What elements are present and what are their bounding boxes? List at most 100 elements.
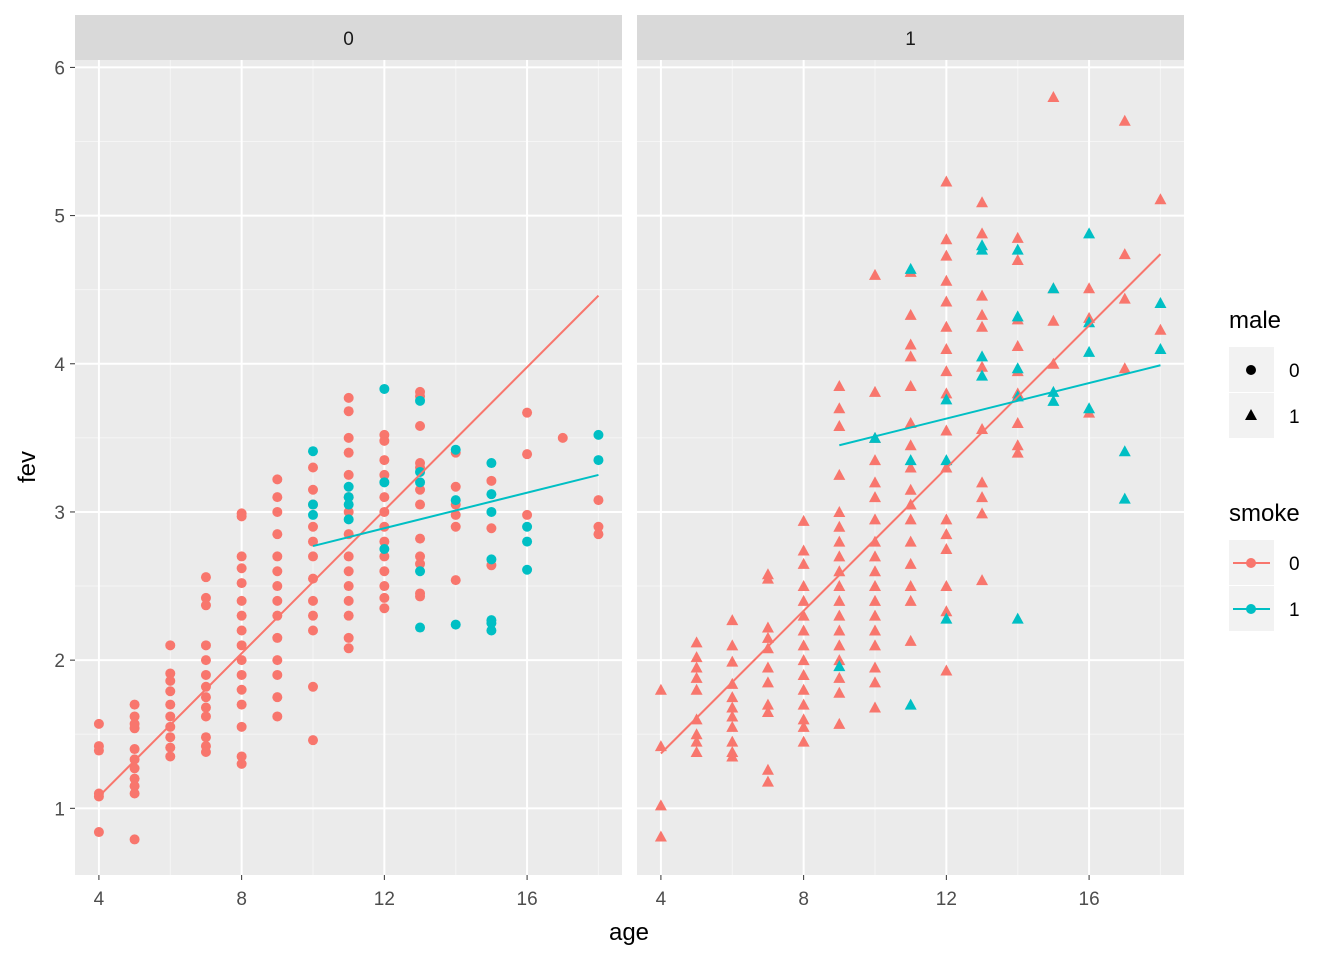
data-point (379, 536, 390, 547)
data-point (940, 454, 953, 466)
data-point (415, 484, 426, 495)
data-point (904, 698, 917, 710)
data-point (1154, 323, 1167, 335)
data-point (904, 454, 917, 466)
data-point (272, 566, 283, 577)
y-tick-label: 6 (54, 58, 65, 79)
data-point (726, 701, 739, 713)
data-point (343, 506, 354, 517)
data-point (976, 369, 989, 381)
data-point (833, 717, 846, 729)
data-point (1083, 282, 1096, 294)
data-point (522, 449, 533, 460)
data-point (93, 745, 104, 756)
data-point (797, 713, 810, 725)
facet-strip-label: 0 (343, 29, 354, 50)
data-point (833, 580, 846, 592)
data-point (940, 605, 953, 617)
data-point (272, 474, 283, 485)
x-tick-label: 4 (94, 889, 105, 910)
data-point (1118, 492, 1131, 504)
data-point (200, 572, 211, 583)
data-point (272, 551, 283, 562)
data-point (940, 342, 953, 354)
data-point (940, 233, 953, 245)
data-point (379, 492, 390, 503)
data-point (200, 747, 211, 758)
legend-triangle-icon (1245, 409, 1257, 420)
data-point (761, 775, 774, 787)
data-point (272, 581, 283, 592)
data-point (379, 435, 390, 446)
data-point (343, 610, 354, 621)
data-point (690, 746, 703, 758)
data-point (868, 639, 881, 651)
data-point (486, 458, 497, 469)
data-point (343, 447, 354, 458)
data-point (307, 681, 318, 692)
data-point (761, 698, 774, 710)
x-tick-label: 12 (936, 889, 957, 910)
data-point (797, 594, 810, 606)
data-point (522, 536, 533, 547)
data-point (522, 509, 533, 520)
data-point (940, 320, 953, 332)
data-point (343, 392, 354, 403)
data-point (522, 564, 533, 575)
data-point (976, 289, 989, 301)
data-point (1047, 314, 1060, 326)
data-point (1154, 297, 1167, 309)
data-point (976, 196, 989, 208)
data-point (1083, 402, 1096, 414)
data-point (833, 402, 846, 414)
data-point (593, 521, 604, 532)
data-point (976, 422, 989, 434)
data-point (868, 491, 881, 503)
data-point (236, 551, 247, 562)
legend-title-male: male (1229, 307, 1281, 334)
data-point (940, 543, 953, 554)
data-point (726, 691, 739, 703)
x-axis-title: age (609, 919, 649, 946)
data-point (940, 612, 953, 624)
data-point (1011, 339, 1024, 351)
data-point (415, 622, 426, 633)
data-point (486, 554, 497, 565)
data-point (236, 669, 247, 680)
fit-line-smoke-1 (312, 473, 599, 548)
data-point (976, 243, 989, 255)
data-point (200, 711, 211, 722)
data-point (343, 581, 354, 592)
data-point (654, 740, 667, 752)
data-point (307, 551, 318, 562)
data-point (833, 686, 846, 698)
data-point (833, 660, 846, 672)
data-point (165, 721, 176, 732)
data-point (307, 625, 318, 636)
facet-strip (637, 15, 1184, 60)
data-point (307, 484, 318, 495)
data-point (236, 758, 247, 769)
data-point (797, 735, 810, 747)
y-axis-title: fev (14, 451, 41, 483)
data-point (379, 383, 390, 394)
data-point (307, 499, 318, 510)
data-point (450, 575, 461, 586)
data-point (129, 834, 140, 845)
data-point (868, 268, 881, 280)
data-point (236, 684, 247, 695)
data-point (1083, 316, 1096, 328)
data-point (797, 698, 810, 710)
data-point (940, 580, 953, 592)
data-point (307, 446, 318, 457)
x-tick-label: 4 (656, 889, 667, 910)
data-point (868, 594, 881, 606)
data-point (940, 387, 953, 399)
data-point (940, 664, 953, 676)
data-point (904, 483, 917, 495)
data-point (1011, 612, 1024, 624)
legend-male: male 0 1 (1229, 307, 1300, 438)
data-point (868, 565, 881, 577)
data-point (307, 462, 318, 473)
data-point (343, 432, 354, 443)
